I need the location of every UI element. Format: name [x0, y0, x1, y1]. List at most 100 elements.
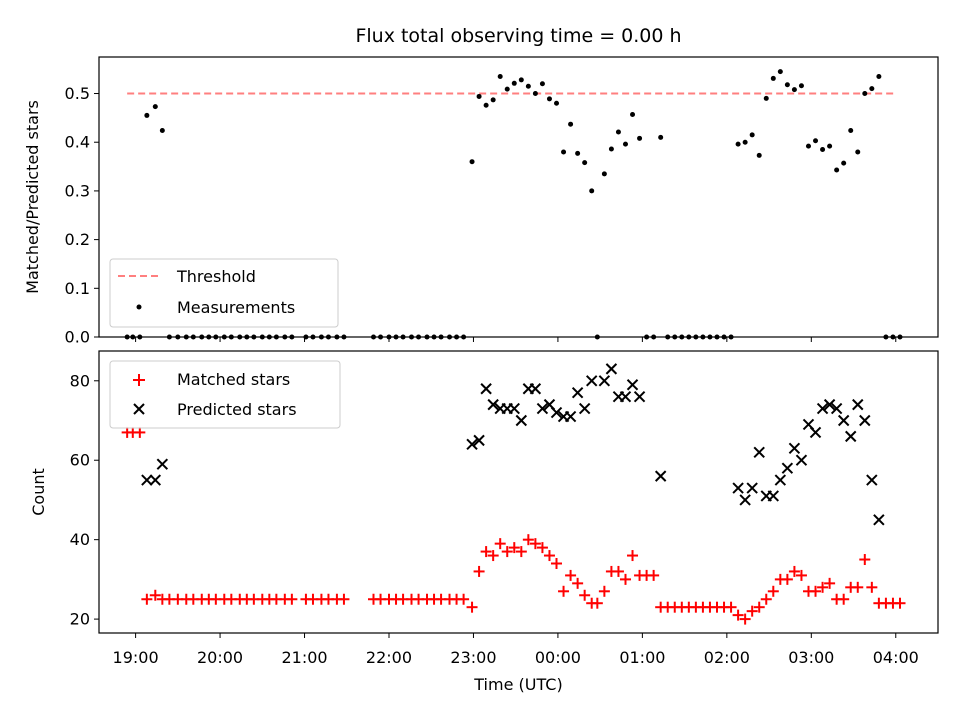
- measurement-point: [869, 86, 875, 92]
- threshold-legend-label: Threshold: [176, 267, 256, 286]
- predicted-star-point: [571, 386, 584, 399]
- predicted-star-point: [529, 383, 542, 395]
- x-axis-label: Time (UTC): [473, 675, 562, 694]
- matched-star-point: [134, 426, 146, 438]
- measurement-point: [561, 149, 567, 155]
- matched-star-point: [795, 569, 807, 581]
- measurement-point: [742, 139, 748, 145]
- ratio-y-tick-label: 0.1: [65, 279, 90, 298]
- measurement-point: [490, 97, 496, 103]
- matched-star-point: [536, 542, 548, 554]
- measurement-point: [601, 171, 607, 177]
- predicted-star-point: [873, 514, 885, 526]
- measurement-point: [476, 93, 482, 99]
- predicted-star-point: [767, 490, 780, 502]
- matched-star-point: [767, 585, 779, 597]
- predicted-star-point: [795, 454, 808, 466]
- predicted-star-point: [816, 402, 829, 415]
- matched-star-point: [466, 601, 478, 613]
- measurement-point: [630, 111, 636, 117]
- count-y-tick-label: 60: [70, 451, 90, 470]
- matched-star-point: [572, 577, 584, 589]
- predicted-star-point: [837, 414, 850, 427]
- matched-star-point: [480, 546, 492, 558]
- matched-star-point: [648, 569, 660, 581]
- predicted-star-point: [149, 474, 162, 486]
- ratio-legend-box: [109, 258, 339, 328]
- measurement-point: [855, 149, 861, 155]
- x-tick-label: 23:00: [450, 648, 496, 667]
- measurement-point: [575, 150, 581, 156]
- measurement-point: [615, 129, 621, 135]
- x-tick-label: 01:00: [619, 648, 665, 667]
- predicted-star-point: [746, 482, 758, 494]
- matched-star-point: [866, 581, 878, 593]
- predicted-star-point: [156, 458, 169, 470]
- measurement-point: [862, 91, 868, 97]
- count-panel-frame: [98, 350, 939, 634]
- ratio-panel: 0.0 0.1 0.2 0.3 0.4 0.5 Matched/Predicted sta…: [23, 56, 939, 347]
- measurement-point: [791, 87, 797, 93]
- matched-star-point: [522, 534, 534, 546]
- measurement-point: [777, 69, 783, 75]
- predicted-star-point: [845, 430, 857, 443]
- measurement-point: [568, 121, 574, 127]
- matched-star-point: [824, 577, 836, 589]
- predicted-star-point: [585, 375, 598, 387]
- matched-star-point: [508, 542, 520, 554]
- measurement-point: [511, 80, 517, 86]
- matched-star-point: [725, 601, 737, 613]
- x-tick-label: 21:00: [281, 648, 327, 667]
- x-tick-label: 04:00: [873, 648, 919, 667]
- predicted-star-point: [753, 446, 765, 458]
- predicted-star-point: [788, 442, 801, 455]
- count-y-tick-label: 80: [70, 371, 90, 390]
- predicted-stars-legend-swatch: [133, 403, 145, 415]
- ratio-y-tick-label: 0.0: [65, 328, 90, 347]
- matched-star-point: [746, 605, 758, 617]
- ratio-y-tick-label: 0.3: [65, 181, 90, 200]
- matched-star-point: [619, 573, 631, 585]
- matched-star-point: [760, 593, 772, 605]
- matched-star-point: [473, 565, 485, 577]
- predicted-star-point: [809, 426, 822, 439]
- predicted-star-point: [466, 438, 478, 451]
- matched-star-point: [558, 585, 570, 597]
- count-legend: Matched stars Predicted stars: [109, 360, 341, 429]
- matched-star-point: [739, 613, 751, 625]
- predicted-star-point: [739, 494, 751, 506]
- ratio-legend: Threshold Measurements: [109, 258, 339, 328]
- measurement-point: [658, 134, 664, 140]
- predicted-star-point: [781, 462, 794, 474]
- x-tick-label: 22:00: [366, 648, 412, 667]
- measurement-point: [497, 73, 503, 79]
- matched-star-point: [501, 546, 513, 558]
- matched-star-point: [732, 609, 744, 621]
- predicted-star-point: [626, 379, 639, 391]
- predicted-star-point: [487, 398, 499, 411]
- matched-star-point: [286, 593, 298, 605]
- matched-star-point: [852, 581, 864, 593]
- ratio-y-tick-label: 0.5: [65, 84, 90, 103]
- measurement-point: [144, 112, 150, 118]
- predicted-star-point: [578, 402, 591, 415]
- ratio-panel-frame: [98, 56, 939, 338]
- matched-star-point: [810, 585, 822, 597]
- measurement-point: [483, 102, 489, 108]
- predicted-star-point: [141, 474, 153, 486]
- predicted-star-point: [564, 410, 577, 423]
- measurement-point: [589, 188, 595, 194]
- measurement-point: [518, 77, 524, 83]
- measurement-point: [820, 147, 826, 153]
- matched-star-point: [753, 601, 765, 613]
- measurement-point: [798, 83, 804, 89]
- matched-star-point: [627, 550, 639, 562]
- predicted-star-point: [823, 398, 836, 411]
- measurement-point: [532, 91, 538, 97]
- predicted-star-point: [550, 406, 563, 419]
- matched-star-point: [515, 546, 527, 558]
- measurement-point: [159, 128, 165, 134]
- measurement-point: [735, 141, 741, 147]
- count-y-tick-label: 40: [70, 530, 90, 549]
